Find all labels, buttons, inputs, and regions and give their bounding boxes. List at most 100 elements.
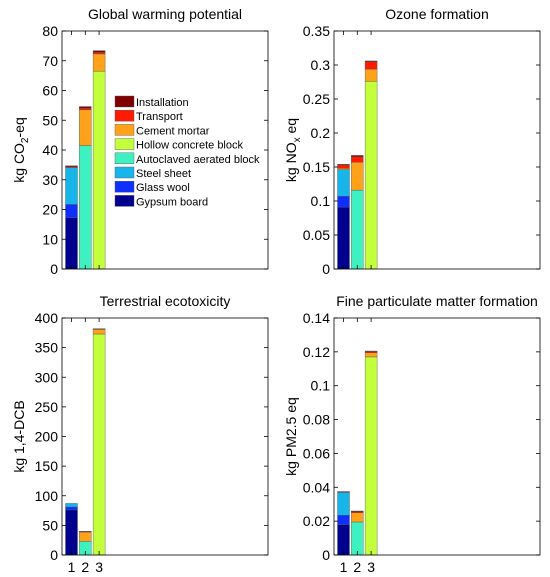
bar-segment (364, 68, 378, 82)
y-tick-label: 30 (42, 172, 58, 188)
y-tick-label: 0.3 (311, 57, 331, 73)
bar-segment (92, 51, 106, 55)
bar-segment (364, 356, 378, 556)
y-axis-label: kg PM2.5 eq (283, 397, 299, 476)
bar-segment (92, 50, 106, 53)
y-tick-label: 0.1 (311, 193, 331, 209)
legend: Installation Transport Cement mortar Hollow… (114, 95, 260, 208)
y-tick-label: 0.35 (303, 23, 330, 39)
bar-segment (65, 204, 78, 219)
bar-segment (337, 196, 350, 208)
y-tick-label: 80 (42, 23, 58, 39)
bar-segment (79, 531, 92, 542)
bar-segment (65, 506, 78, 511)
bar-segment (92, 333, 106, 556)
y-tick-label: 0 (322, 261, 330, 277)
y-tick-label: 0.04 (303, 479, 330, 495)
x-tick-label: 3 (367, 559, 375, 575)
bar-segment (351, 162, 364, 191)
bar-segment (364, 350, 378, 352)
legend-swatch (114, 124, 135, 136)
bar-segment (337, 206, 350, 270)
y-axis-label: kg NOx eq (283, 118, 303, 182)
bar-segment (337, 491, 350, 493)
bar-segment (79, 145, 92, 270)
y-tick-label: 0.06 (303, 445, 330, 461)
y-tick-label: 0.15 (303, 159, 330, 175)
y-tick-label: 400 (35, 310, 59, 326)
y-tick-label: 60 (42, 83, 58, 99)
x-tick-label: 1 (340, 559, 348, 575)
chart-title: Terrestrial ecotoxicity (100, 293, 231, 309)
x-tick-label: 1 (68, 559, 76, 575)
chart-title: Ozone formation (385, 6, 489, 22)
bar-segment (65, 503, 78, 508)
legend-swatch (114, 166, 135, 179)
y-tick-label: 50 (42, 112, 58, 128)
y-tick-label: 70 (42, 53, 58, 69)
bar-segment (65, 165, 78, 167)
legend-swatch (114, 180, 135, 193)
y-tick-label: 0.12 (303, 344, 330, 360)
legend-entry: Cement mortar (136, 125, 210, 137)
subplot-3: 0 50 100 150 200 250 300 350 400 1 2 3 Terrestrial e… (11, 293, 269, 575)
legend-entry: Autoclaved aerated block (136, 154, 260, 166)
legend-swatch (114, 109, 135, 122)
bar-segment (364, 81, 378, 270)
axes-frame (333, 317, 541, 556)
bar-segment (79, 107, 92, 111)
y-tick-label: 0 (322, 547, 330, 563)
y-tick-label: 0.08 (303, 412, 330, 428)
y-tick-label: 0.02 (303, 513, 330, 529)
axes-frame (333, 30, 541, 270)
bar-segment (351, 521, 364, 556)
y-tick-label: 0.2 (311, 125, 331, 141)
plot-area (334, 318, 540, 555)
bar-segment (364, 60, 378, 62)
y-tick-label: 10 (42, 231, 58, 247)
bar-segment (337, 169, 350, 197)
y-tick-label: 100 (35, 488, 59, 504)
y-tick-label: 250 (35, 399, 59, 415)
y-tick-label: 0.14 (303, 310, 330, 326)
x-tick-label: 2 (353, 559, 361, 575)
bar-segment (92, 70, 106, 270)
x-tick-label: 3 (95, 559, 103, 575)
bar-segment (337, 492, 350, 516)
y-tick-label: 50 (42, 517, 58, 533)
legend-entry: Steel sheet (136, 168, 191, 180)
y-tick-label: 0.05 (303, 227, 330, 243)
bar-segment (65, 509, 78, 556)
bar-segment (65, 217, 78, 270)
y-tick-label: 300 (35, 369, 59, 385)
bar-segment (79, 106, 92, 109)
y-tick-label: 0 (50, 261, 58, 277)
y-tick-label: 40 (42, 142, 58, 158)
bar-segment (337, 168, 350, 170)
subplot-1: 0 10 20 30 40 50 60 70 80 Global warming potentia… (11, 6, 269, 277)
legend-entry: Glass wool (136, 182, 190, 194)
bar-segment (65, 167, 78, 205)
bar-segment (337, 524, 350, 556)
bar-segment (337, 515, 350, 525)
bar-segment (92, 328, 106, 330)
subplot-2: 0 0.05 0.1 0.15 0.2 0.25 0.3 0.35 Ozone formatio… (283, 6, 541, 277)
y-tick-label: 20 (42, 202, 58, 218)
y-tick-label: 0 (50, 547, 58, 563)
y-axis-label: kg 1,4-DCB (11, 400, 27, 472)
y-tick-label: 150 (35, 458, 59, 474)
chart-title: Fine particulate matter formation (336, 293, 538, 309)
y-tick-label: 0.25 (303, 91, 330, 107)
bar-segment (92, 329, 106, 335)
bar-segment (337, 164, 350, 166)
y-axis-label: kg CO2-eq (11, 117, 31, 182)
legend-swatch (114, 138, 135, 150)
y-tick-label: 200 (35, 429, 59, 445)
bar-segment (364, 352, 378, 358)
bar-segment (351, 512, 364, 523)
bar-segment (337, 164, 350, 169)
bar-segment (351, 155, 364, 158)
plot-area (334, 31, 540, 269)
y-tick-label: 0.1 (311, 378, 331, 394)
